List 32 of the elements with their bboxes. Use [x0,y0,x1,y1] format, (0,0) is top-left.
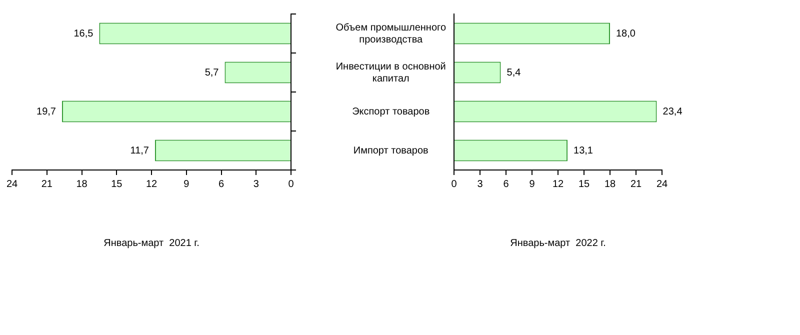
x-tick-label: 9 [184,178,190,190]
x-tick-label: 12 [146,178,158,190]
data-label: 16,5 [74,28,94,40]
x-tick-label: 0 [451,178,458,190]
x-tick-label: 21 [41,178,53,190]
x-axis-title: Январь-март 2022 г. [510,238,606,249]
x-tick-label: 3 [477,178,484,190]
data-label: 11,7 [130,145,150,156]
x-tick-label: 24 [6,178,18,190]
y-tick-label: Инвестиции в основной капитал [336,61,446,84]
x-tick-label: 21 [630,178,642,190]
y-tick-label: Экспорт товаров [352,106,430,118]
data-label: 5,7 [204,67,220,78]
data-label: 18,0 [616,28,636,40]
x-axis-title: Январь-март 2021 г. [104,238,200,249]
x-tick-label: 18 [76,178,88,190]
x-tick-label: 9 [529,178,536,190]
x-tick-label: 15 [578,178,590,190]
x-tick-label: 18 [604,178,616,190]
y-tick-label: Импорт товаров [353,145,428,156]
x-tick-label: 6 [218,178,224,190]
x-tick-label: 0 [288,178,294,190]
x-tick-label: 24 [656,178,668,190]
x-tick-label: 6 [503,178,510,190]
x-tick-label: 12 [552,178,564,190]
y-tick-label: Объем промышленного производства [336,22,446,46]
data-label: 23,4 [662,106,683,118]
data-label: 13,1 [574,145,594,156]
data-label: 5,4 [506,67,522,78]
x-tick-label: 15 [111,178,123,190]
x-tick-label: 3 [253,178,260,190]
data-label: 19,7 [36,106,56,118]
